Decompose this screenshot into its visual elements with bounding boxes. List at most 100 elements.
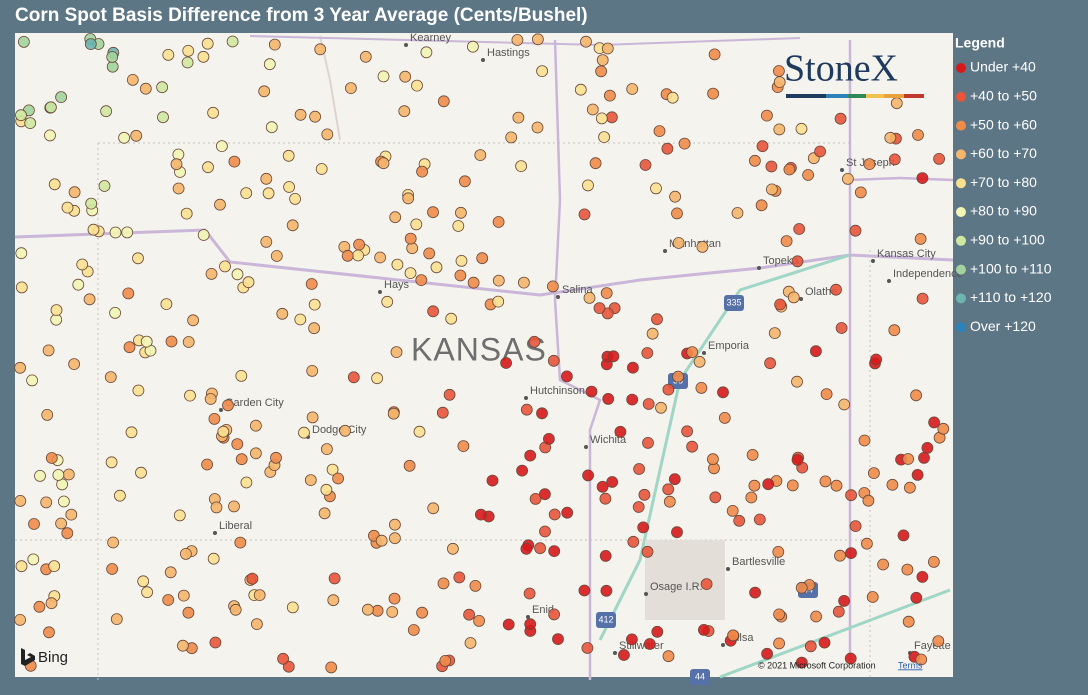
location-dot — [130, 129, 143, 142]
location-dot — [600, 584, 613, 597]
location-dot — [543, 432, 555, 445]
location-dot — [270, 250, 283, 262]
location-dot — [416, 165, 429, 178]
location-dot — [668, 473, 681, 486]
location-dot — [695, 381, 708, 394]
location-dot — [328, 572, 341, 585]
legend-swatch — [956, 235, 966, 246]
location-dot — [72, 278, 85, 291]
location-dot — [524, 449, 537, 462]
location-dot — [574, 83, 587, 96]
location-dot — [201, 37, 214, 50]
location-dot — [745, 491, 758, 504]
location-dot — [890, 97, 903, 110]
location-dot — [454, 206, 467, 219]
location-dot — [672, 237, 685, 249]
location-dot — [793, 223, 806, 235]
location-dot — [389, 211, 402, 224]
location-dot — [626, 83, 639, 95]
place-label: Topeka — [763, 255, 799, 267]
location-dot — [377, 70, 390, 83]
location-dot — [606, 111, 618, 124]
location-dot — [849, 520, 862, 532]
location-dot — [582, 179, 594, 192]
location-dot — [502, 618, 515, 631]
legend-swatch — [956, 91, 966, 102]
location-dot — [359, 50, 372, 63]
location-dot — [231, 438, 244, 451]
location-dot — [467, 276, 480, 289]
location-dot — [918, 451, 930, 464]
location-dot — [132, 384, 145, 397]
location-dot — [795, 122, 808, 135]
location-dot — [746, 448, 759, 461]
location-dot — [791, 375, 803, 388]
location-dot — [458, 175, 471, 188]
location-dot — [14, 494, 27, 507]
location-dot — [286, 601, 299, 614]
location-dot — [294, 313, 307, 326]
location-dot — [40, 496, 53, 509]
location-dot — [761, 647, 773, 660]
location-dot — [62, 468, 75, 481]
location-dot — [249, 419, 262, 432]
location-dot — [529, 492, 542, 505]
location-dot — [756, 140, 769, 153]
location-dot — [28, 518, 40, 530]
location-dot — [696, 240, 709, 253]
location-dot — [15, 560, 28, 573]
legend-label: +100 to +110 — [970, 260, 1052, 276]
legend-label: +90 to +100 — [970, 232, 1045, 248]
location-dot — [795, 581, 808, 594]
location-dot — [187, 314, 200, 327]
place-marker — [556, 295, 560, 299]
location-dot — [531, 121, 544, 134]
location-dot — [377, 157, 390, 170]
bing-icon — [21, 648, 35, 666]
location-dot — [398, 105, 411, 118]
location-dot — [427, 305, 440, 318]
location-dot — [639, 159, 652, 171]
legend-swatch — [956, 207, 966, 217]
location-dot — [866, 591, 879, 603]
location-dot — [802, 169, 814, 181]
place-marker — [481, 58, 485, 62]
location-dot — [681, 425, 693, 438]
location-dot — [406, 242, 419, 255]
location-dot — [262, 187, 275, 200]
legend-swatch — [956, 149, 966, 160]
place-label: Hastings — [487, 47, 530, 59]
location-dot — [599, 550, 612, 562]
location-dot — [539, 525, 551, 538]
location-dot — [726, 504, 739, 517]
location-dot — [596, 480, 609, 493]
location-dot — [838, 398, 851, 411]
location-dot — [132, 252, 144, 265]
location-dot — [100, 105, 112, 118]
location-dot — [180, 207, 193, 220]
location-dot — [774, 298, 786, 311]
location-dot — [109, 306, 121, 319]
location-dot — [528, 335, 541, 348]
terms-link[interactable]: Terms — [898, 660, 923, 670]
location-dot — [473, 615, 486, 627]
location-dot — [122, 287, 135, 300]
location-dot — [27, 553, 40, 566]
location-dot — [427, 206, 439, 219]
place-marker — [721, 643, 725, 647]
location-dot — [249, 447, 262, 460]
location-dot — [937, 422, 950, 435]
location-dot — [717, 386, 729, 399]
legend-label: +50 to +60 — [970, 116, 1037, 132]
place-label: Hutchinson — [530, 385, 585, 397]
location-dot — [534, 542, 546, 555]
location-dot — [98, 180, 111, 192]
location-dot — [164, 566, 177, 579]
location-dot — [753, 513, 766, 526]
location-dot — [586, 103, 599, 116]
location-dot — [201, 458, 214, 471]
location-dot — [250, 618, 263, 630]
place-label: Salina — [562, 284, 593, 296]
location-dot — [835, 322, 848, 334]
location-dot — [416, 606, 429, 619]
